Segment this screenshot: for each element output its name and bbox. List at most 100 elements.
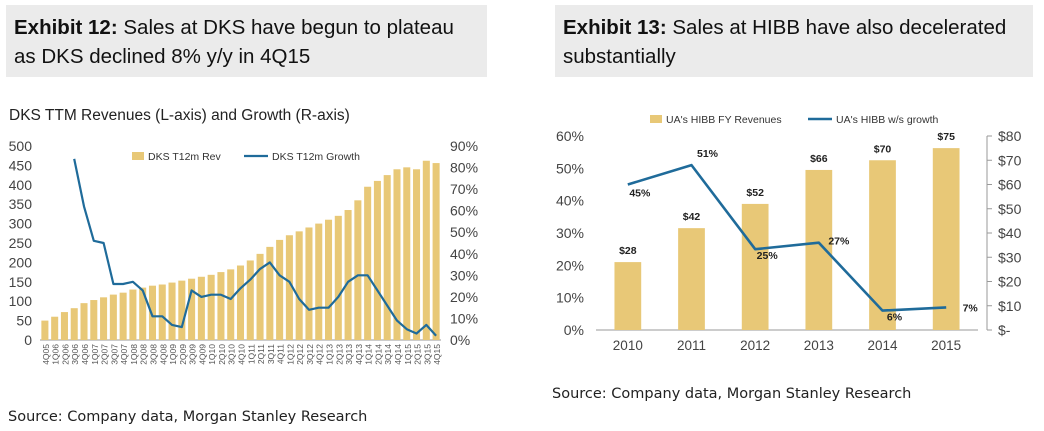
x-tick-label: 4Q09 [197,344,207,365]
right-y-tick-label: $70 [998,152,1022,168]
x-tick-label: 1Q08 [129,344,139,365]
exhibit-12-title: Sales at DKS have begun to plateau as DK… [14,16,454,68]
exhibit-13-title: Sales at HIBB have also decelerated subs… [563,16,1007,68]
revenue-bar [178,280,186,340]
revenue-bar [334,215,342,340]
revenue-bar [383,175,391,340]
x-tick-label: 3Q09 [188,344,198,365]
left-y-tick-label: 10% [556,290,584,306]
revenue-bar [197,276,205,340]
x-tick-label: 4Q11 [276,344,286,364]
x-tick-label: 2Q12 [295,344,305,365]
x-tick-label: 2015 [931,338,961,353]
x-tick-label: 4Q05 [41,344,51,365]
left-y-tick-label: 30% [556,225,584,241]
right-y-tick-label: 0% [450,332,470,348]
revenue-bar [373,180,381,340]
legend-label-growth: DKS T12m Growth [272,151,360,163]
growth-data-label: 45% [629,188,651,200]
right-y-tick-label: 10% [450,310,478,326]
right-y-tick-label: $60 [998,177,1022,193]
revenue-data-label: $75 [937,131,955,143]
revenue-bar [119,292,127,340]
x-tick-label: 3Q08 [148,344,158,365]
x-tick-label: 3Q10 [227,344,237,365]
x-tick-label: 1Q11 [246,344,256,364]
x-tick-label: 4Q10 [237,344,247,365]
left-y-tick-label: 50% [556,160,584,176]
right-y-tick-label: $30 [998,249,1022,265]
revenue-bar [614,262,642,330]
right-y-tick-label: 50% [450,224,478,240]
revenue-bar [432,163,440,340]
x-tick-label: 1Q12 [285,344,295,365]
left-source-note: Source: Company data, Morgan Stanley Res… [8,409,368,425]
x-tick-label: 4Q15 [432,344,442,365]
x-tick-label: 2Q06 [60,344,70,365]
revenue-bar [422,160,430,340]
left-chart: 0 50 100 150 200 250 300 350 400 450 500 0% 10% 20% 30… [9,138,478,365]
left-y-tick-label: 350 [9,196,33,212]
growth-line [627,163,947,312]
x-tick-label: 2Q11 [256,344,266,364]
right-y-tick-label: 90% [450,138,478,154]
revenue-bar [256,253,264,340]
revenue-bar [51,316,59,340]
left-y-tick-label: 60% [556,128,584,144]
x-tick-label: 2Q15 [413,344,423,365]
x-tick-label: 4Q12 [315,344,325,365]
growth-data-label: 27% [828,236,850,248]
revenue-bar [148,285,156,340]
revenue-data-label: $52 [746,187,764,199]
left-y-tick-label: 100 [9,293,33,309]
exhibit-12-label: Exhibit 12: [14,16,118,39]
revenue-bar [100,297,108,340]
x-tick-label: 2013 [804,338,834,353]
x-tick-label: 2014 [867,338,898,353]
revenue-bar [129,289,137,340]
right-y-tick-label: 60% [450,203,478,219]
revenue-bar [80,303,88,340]
x-tick-label: 2Q14 [373,344,383,365]
revenue-bar [168,282,176,340]
left-y-tick-label: 300 [9,216,33,232]
growth-data-label: 51% [697,148,719,160]
right-y-tick-label: $20 [998,274,1022,290]
x-tick-label: 3Q06 [70,344,80,365]
revenue-bar [70,308,78,340]
x-tick-label: 3Q12 [305,344,315,365]
revenue-bar [805,169,833,330]
revenue-bar [315,223,323,340]
revenue-bar [236,265,245,340]
x-tick-label: 2Q13 [334,344,344,365]
x-tick-label: 1Q10 [207,344,217,365]
right-y-tick-label: 80% [450,160,478,176]
left-y-tick-label: 450 [9,157,33,173]
growth-data-label: 6% [887,312,903,324]
left-y-tick-label: 50 [16,313,32,329]
legend-label-growth: UA's HIBB w/s growth [836,114,939,126]
revenue-bar [217,272,225,340]
x-tick-label: 1Q09 [168,344,178,365]
x-tick-label: 4Q14 [393,344,403,365]
x-tick-label: 1Q07 [90,344,100,365]
revenue-bar [207,274,215,340]
revenue-bar [266,246,274,340]
revenue-bar [60,312,68,340]
right-y-tick-label: 40% [450,246,478,262]
left-y-tick-label: 500 [9,138,33,154]
revenue-bar [393,169,401,340]
revenue-bar [246,260,254,340]
x-tick-label: 3Q11 [266,344,276,364]
x-tick-label: 2011 [677,338,706,353]
revenue-bar [741,203,769,330]
revenue-bar [325,219,333,340]
x-tick-label: 2Q09 [178,344,188,365]
x-tick-label: 1Q06 [51,344,61,365]
revenue-bar [932,148,960,330]
exhibit-13-header: Exhibit 13: Sales at HIBB have also dece… [555,5,1033,77]
x-tick-label: 2012 [740,338,770,353]
revenue-bar [354,200,362,340]
revenue-bar [109,294,117,340]
